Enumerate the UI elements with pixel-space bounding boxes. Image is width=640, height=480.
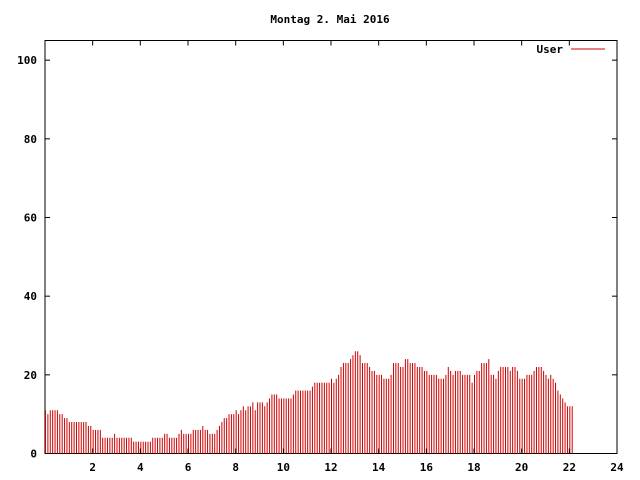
- x-tick-label: 20: [515, 461, 528, 474]
- x-tick-label: 10: [277, 461, 290, 474]
- y-tick-label: 20: [24, 369, 37, 382]
- x-tick-label: 14: [372, 461, 386, 474]
- x-tick-label: 6: [185, 461, 192, 474]
- x-tick-label: 4: [137, 461, 144, 474]
- y-tick-label: 80: [24, 133, 37, 146]
- legend-label: User: [537, 43, 564, 56]
- x-tick-label: 18: [467, 461, 480, 474]
- chart-title: Montag 2. Mai 2016: [270, 13, 390, 26]
- x-tick-label: 16: [420, 461, 434, 474]
- y-tick-label: 100: [17, 54, 37, 67]
- bars-group: [45, 351, 573, 454]
- y-tick-label: 40: [24, 290, 37, 303]
- x-tick-label: 2: [89, 461, 96, 474]
- y-tick-label: 60: [24, 212, 37, 225]
- x-tick-label: 24: [610, 461, 624, 474]
- x-tick-label: 8: [232, 461, 239, 474]
- y-tick-label: 0: [30, 448, 37, 461]
- x-tick-label: 12: [324, 461, 337, 474]
- legend: User: [537, 43, 605, 56]
- x-tick-label: 22: [563, 461, 576, 474]
